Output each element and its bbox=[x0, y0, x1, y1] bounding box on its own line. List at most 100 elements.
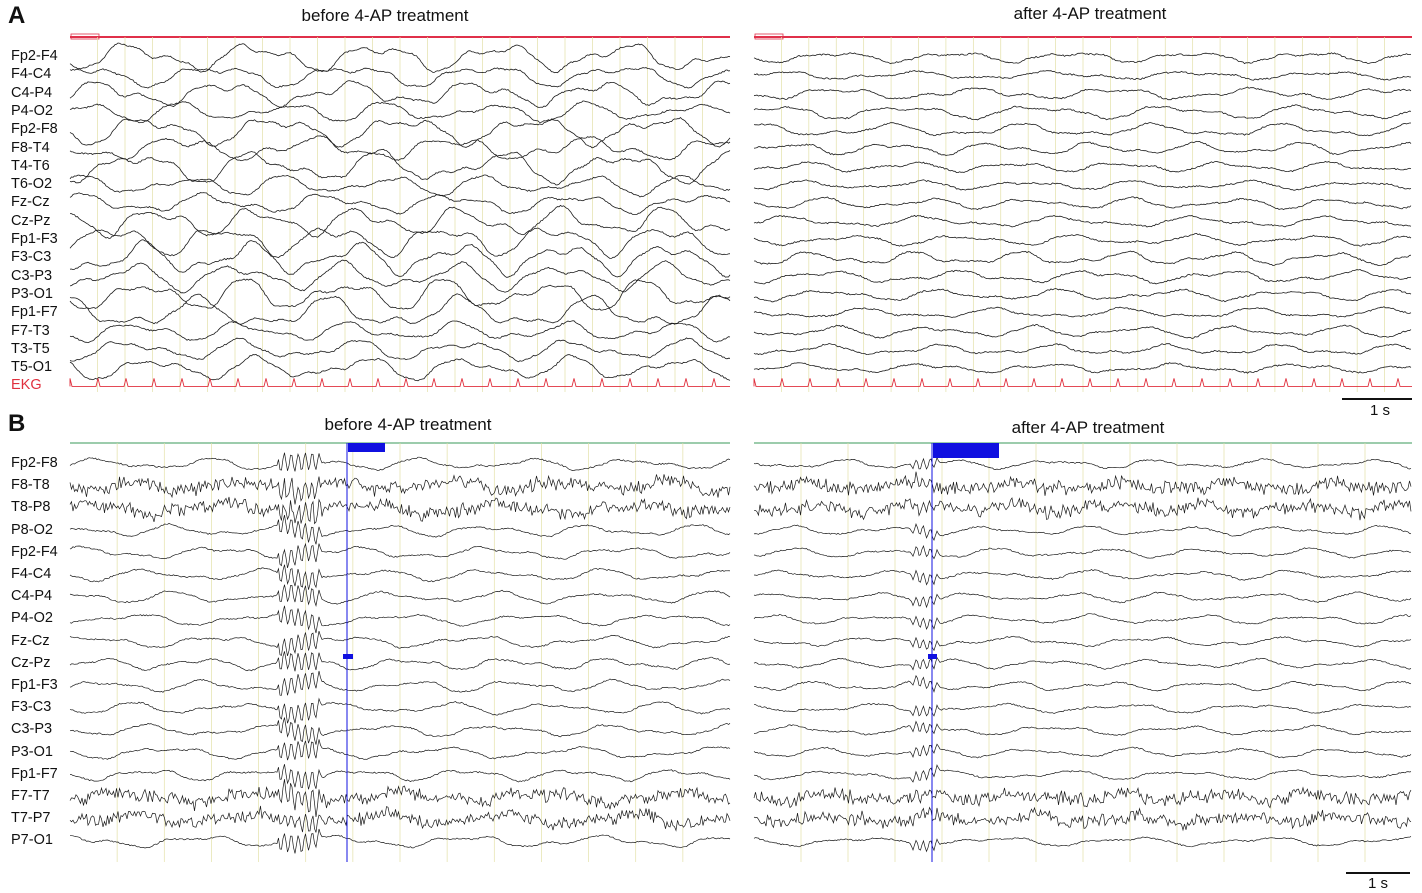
channel-label: Fp2-F8 bbox=[11, 455, 58, 471]
eeg-channel-trace bbox=[753, 568, 1412, 586]
channel-label: P8-O2 bbox=[11, 521, 53, 538]
eeg-channel-trace bbox=[69, 542, 731, 568]
eeg-channel-trace bbox=[753, 343, 1411, 356]
channel-label: Fp2-F4 bbox=[11, 543, 58, 560]
eeg-channel-trace bbox=[69, 192, 731, 215]
eeg-channel-trace bbox=[69, 697, 731, 724]
panel-a-before-title: before 4-AP treatment bbox=[301, 6, 469, 25]
eeg-channel-trace bbox=[69, 174, 731, 198]
channel-label: F3-C3 bbox=[11, 699, 52, 716]
channel-label: T5-O1 bbox=[11, 359, 53, 376]
channel-label: T4-T6 bbox=[11, 157, 50, 174]
eeg-channel-trace bbox=[69, 584, 731, 607]
channel-label: Fp2-F8 bbox=[11, 121, 58, 138]
eeg-channel-trace bbox=[753, 122, 1411, 137]
panel-b-scale-bar bbox=[1346, 872, 1410, 874]
eeg-channel-trace bbox=[69, 320, 731, 344]
eeg-channel-trace bbox=[69, 496, 731, 525]
channel-label: P4-O2 bbox=[11, 610, 53, 627]
eeg-channel-trace bbox=[753, 52, 1412, 65]
eeg-channel-trace bbox=[754, 497, 1412, 521]
channel-label: Fp1-F7 bbox=[11, 765, 58, 782]
eeg-channel-trace bbox=[69, 779, 731, 818]
eeg-channel-trace bbox=[69, 630, 731, 656]
eeg-channel-trace bbox=[69, 135, 731, 162]
eeg-channel-trace bbox=[753, 362, 1412, 374]
channel-label: T7-P7 bbox=[11, 810, 51, 827]
ekg-trace bbox=[69, 378, 730, 387]
eeg-channel-trace bbox=[753, 764, 1412, 783]
channel-label: Fz-Cz bbox=[11, 632, 50, 649]
eeg-channel-trace bbox=[753, 324, 1412, 339]
eeg-channel-trace bbox=[753, 70, 1411, 81]
channel-label: C4-P4 bbox=[11, 84, 53, 101]
event-marker-small bbox=[343, 654, 353, 659]
eeg-channel-trace bbox=[753, 214, 1412, 228]
eeg-channel-trace bbox=[753, 591, 1412, 609]
eeg-channel-trace bbox=[69, 80, 731, 109]
eeg-channel-trace bbox=[753, 806, 1412, 832]
panel-b-before-title: before 4-AP treatment bbox=[324, 415, 492, 434]
channel-label: F4-C4 bbox=[11, 66, 52, 83]
ekg-trace bbox=[753, 378, 1412, 387]
channel-label: F3-C3 bbox=[11, 249, 52, 266]
channel-label: F7-T7 bbox=[11, 788, 50, 804]
eeg-channel-trace bbox=[69, 651, 731, 672]
eeg-channel-trace bbox=[69, 337, 731, 363]
eeg-channel-trace bbox=[69, 805, 731, 833]
event-marker-box bbox=[933, 443, 999, 458]
eeg-channel-trace bbox=[69, 515, 731, 545]
eeg-channel-trace bbox=[69, 293, 731, 325]
eeg-channel-trace bbox=[753, 656, 1412, 671]
eeg-channel-trace bbox=[69, 204, 731, 239]
channel-label: EKG bbox=[11, 377, 42, 394]
channel-label: Fp1-F3 bbox=[11, 677, 58, 693]
channel-label: F4-C4 bbox=[11, 566, 52, 582]
eeg-channel-trace bbox=[69, 116, 731, 149]
eeg-channel-trace bbox=[69, 100, 731, 124]
eeg-channel-trace bbox=[753, 523, 1412, 542]
eeg-channel-trace bbox=[69, 239, 731, 278]
channel-label: Fp1-F7 bbox=[11, 304, 58, 321]
eeg-channel-trace bbox=[69, 67, 731, 89]
eeg-channel-trace bbox=[753, 288, 1412, 303]
eeg-channel-trace bbox=[753, 471, 1412, 496]
channel-label: C4-P4 bbox=[11, 588, 53, 605]
eeg-channel-trace bbox=[69, 670, 731, 696]
channel-label: F7-T3 bbox=[11, 322, 50, 339]
eeg-channel-trace bbox=[69, 259, 731, 294]
eeg-channel-trace bbox=[69, 717, 731, 745]
channel-label: P3-O1 bbox=[11, 743, 53, 760]
eeg-channel-trace bbox=[69, 353, 731, 382]
channel-label: P7-O1 bbox=[11, 832, 53, 849]
panel-a-after-title: after 4-AP treatment bbox=[1013, 4, 1167, 23]
panel-b-scale-label: 1 s bbox=[1367, 875, 1389, 892]
eeg-channel-trace bbox=[753, 743, 1412, 759]
channel-label: P3-O1 bbox=[11, 285, 53, 302]
event-marker-small bbox=[928, 654, 937, 659]
eeg-channel-trace bbox=[753, 104, 1412, 121]
channel-label: Fp2-F4 bbox=[11, 48, 58, 64]
eeg-channel-trace bbox=[69, 564, 731, 590]
eeg-channel-trace bbox=[69, 739, 731, 761]
eeg-channel-trace bbox=[70, 828, 731, 854]
eeg-channel-trace bbox=[69, 227, 731, 259]
eeg-channel-trace bbox=[69, 474, 731, 505]
eeg-channel-trace bbox=[753, 86, 1412, 101]
eeg-channel-trace bbox=[753, 613, 1412, 630]
channel-label: Fz-Cz bbox=[11, 194, 50, 211]
channel-label: C3-P3 bbox=[11, 267, 53, 284]
header-tag bbox=[70, 33, 100, 40]
eeg-channel-trace bbox=[753, 268, 1412, 285]
eeg-channel-trace bbox=[69, 42, 731, 74]
eeg-channel-trace bbox=[69, 278, 731, 311]
eeg-channel-trace bbox=[753, 306, 1412, 318]
eeg-channel-trace bbox=[69, 148, 731, 186]
eeg-channel-trace bbox=[753, 196, 1412, 211]
eeg-channel-trace bbox=[753, 140, 1412, 156]
eeg-channel-trace bbox=[70, 764, 731, 790]
eeg-channel-trace bbox=[753, 232, 1412, 247]
eeg-channel-trace bbox=[753, 702, 1412, 717]
eeg-channel-trace bbox=[753, 836, 1412, 853]
